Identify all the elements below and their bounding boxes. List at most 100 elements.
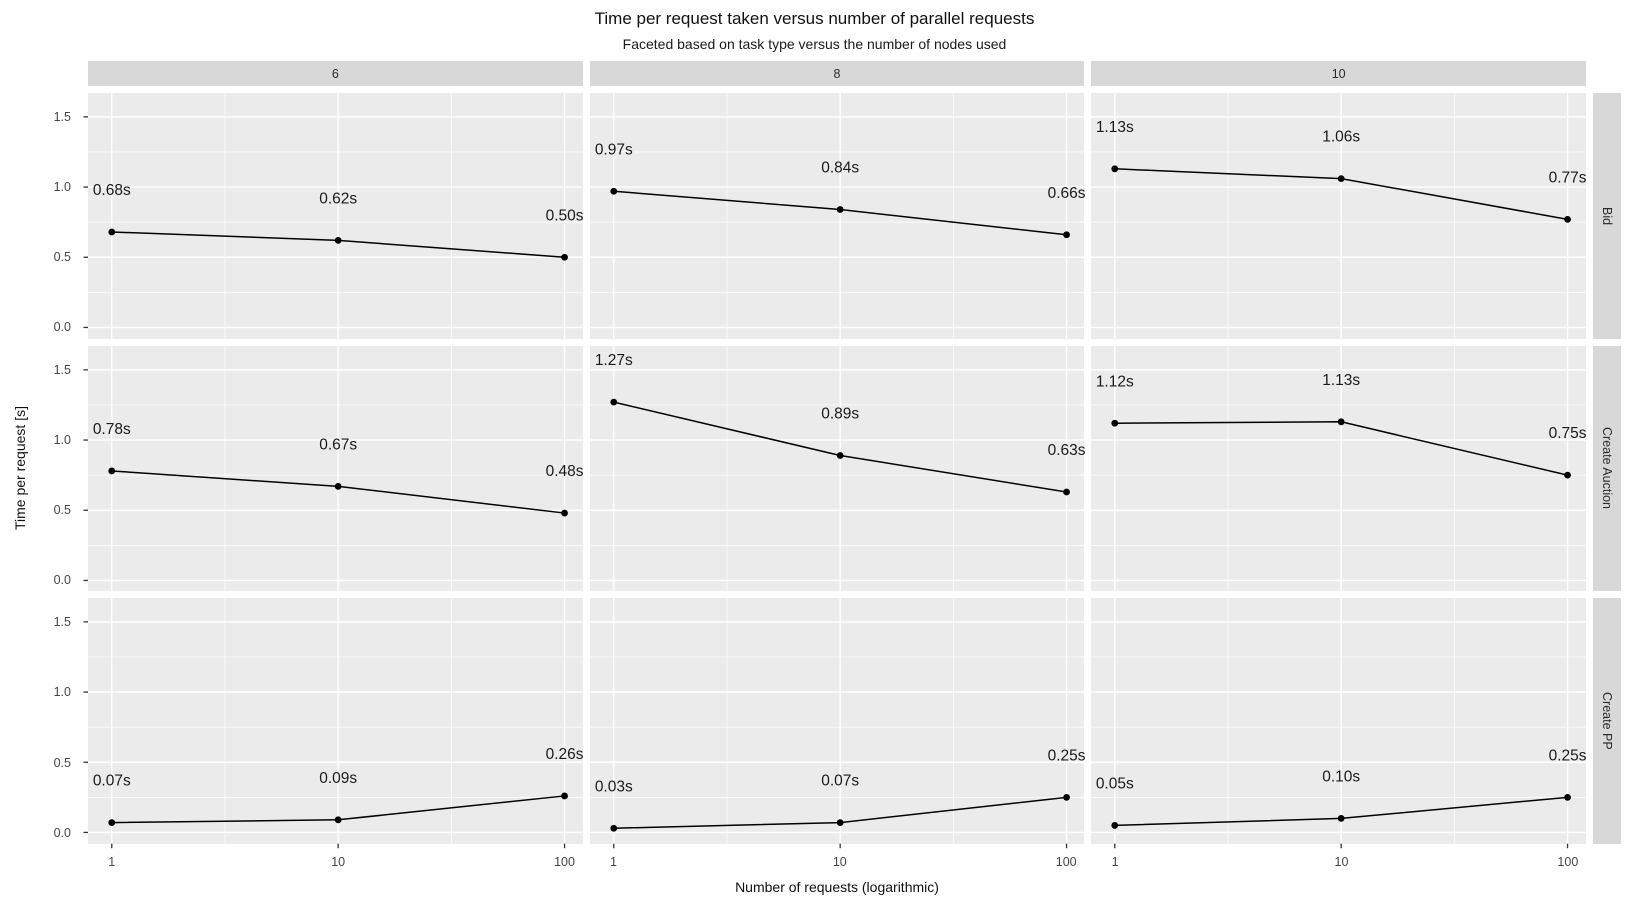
facet-column-strip-6: 6: [88, 61, 583, 86]
y-tick-label: 1.0: [53, 180, 71, 195]
data-point-label: 0.89s: [821, 405, 859, 422]
x-tick-label: 1: [108, 855, 116, 869]
data-point-label: 0.63s: [1047, 442, 1085, 459]
data-point-label: 0.75s: [1549, 425, 1587, 442]
data-point: [561, 509, 568, 517]
data-point: [1062, 488, 1070, 496]
data-point-label: 1.12s: [1096, 373, 1134, 390]
facet-panel-create-pp-6: 0.07s 0.09s 0.26s: [83, 598, 584, 849]
chart-title: Time per request taken versus number of …: [594, 9, 1035, 28]
data-point: [334, 236, 342, 244]
data-point: [1338, 418, 1345, 425]
data-point-label: 0.67s: [319, 436, 357, 453]
x-axis-ticks: 1 10 100: [590, 851, 1085, 869]
facet-column-strip-10: 10: [1091, 61, 1586, 86]
data-point: [334, 816, 342, 824]
y-tick-label: 0.5: [53, 502, 71, 517]
facet-panel-bid-6: 0.68s 0.62s 0.50s: [83, 93, 584, 339]
data-point-label: 0.26s: [546, 746, 584, 763]
data-point: [1111, 822, 1119, 830]
x-tick-label: 10: [832, 855, 847, 869]
x-axis-title: Number of requests (logarithmic): [735, 879, 939, 895]
data-point-label: 0.77s: [1549, 169, 1587, 186]
facet-panel-bid-10: 1.13s 1.06s 0.77s: [1091, 93, 1587, 339]
data-point: [108, 819, 116, 827]
data-point: [836, 451, 844, 459]
data-point: [836, 819, 844, 827]
facet-panel-create-auction-10: 1.12s 1.13s 0.75s: [1091, 345, 1587, 592]
y-tick-label: 0.5: [53, 250, 71, 265]
data-point-label: 0.97s: [594, 141, 632, 158]
x-tick-label: 100: [1557, 855, 1579, 869]
facet-panel-create-auction-8: 1.27s 0.89s 0.63s: [589, 345, 1085, 592]
x-axis-ticks: 1 10 100: [88, 851, 583, 869]
facet-panel-create-pp-10: 0.05s 0.10s 0.25s: [1091, 598, 1587, 849]
data-point: [334, 482, 342, 490]
facet-panel-bid-8: 0.97s 0.84s 0.66s: [589, 93, 1085, 339]
data-point-label: 0.68s: [93, 182, 131, 199]
data-point-label: 0.66s: [1047, 185, 1085, 202]
data-point-label: 1.27s: [594, 352, 632, 369]
x-tick-label: 100: [1055, 855, 1077, 869]
y-axis-ticks: 0.0 0.5 1.0 1.5: [39, 598, 81, 844]
data-point-label: 1.13s: [1096, 119, 1134, 136]
data-point-label: 0.05s: [1096, 776, 1134, 793]
y-tick-label: 1.0: [53, 432, 71, 447]
data-point-label: 0.25s: [1047, 748, 1085, 765]
data-point-label: 0.50s: [546, 207, 584, 224]
y-tick-label: 0.5: [53, 755, 71, 770]
data-point: [561, 253, 568, 261]
facet-panel-create-auction-6: 0.78s 0.67s 0.48s: [83, 345, 584, 592]
data-point: [108, 228, 116, 236]
data-point-label: 0.78s: [93, 421, 131, 438]
x-tick-label: 10: [331, 855, 346, 869]
x-tick-label: 1: [1111, 855, 1119, 869]
data-point-label: 0.09s: [319, 770, 357, 787]
data-point: [1062, 231, 1070, 239]
facet-row-strip-create-pp: Create PP: [1592, 598, 1621, 844]
y-axis-ticks: 0.0 0.5 1.0 1.5: [39, 346, 81, 592]
facet-row-strip-bid: Bid: [1592, 93, 1621, 339]
facet-row-strip-create-auction: Create Auction: [1592, 345, 1621, 592]
data-point: [1111, 419, 1119, 427]
chart-subtitle: Faceted based on task type versus the nu…: [622, 36, 1007, 52]
data-point: [1062, 794, 1070, 802]
data-point: [610, 398, 617, 406]
data-point-label: 0.07s: [821, 773, 859, 790]
x-tick-label: 100: [554, 855, 575, 869]
data-point: [1338, 175, 1345, 183]
x-tick-label: 10: [1334, 855, 1349, 869]
y-axis-title: Time per request [s]: [12, 406, 28, 531]
data-point-label: 0.03s: [594, 779, 632, 796]
data-point: [1564, 471, 1572, 479]
y-axis-ticks: 0.0 0.5 1.0 1.5: [39, 93, 81, 339]
y-tick-label: 0.0: [53, 825, 71, 840]
data-point: [610, 187, 617, 195]
data-point: [836, 206, 844, 213]
data-point-label: 0.25s: [1549, 748, 1587, 765]
data-point: [1111, 165, 1119, 173]
plot-grid: Time per request [s] Number of requests …: [8, 61, 1621, 900]
data-point: [1564, 794, 1572, 802]
data-point-label: 1.13s: [1323, 372, 1361, 389]
y-tick-label: 1.0: [53, 685, 71, 700]
y-tick-label: 1.5: [53, 615, 71, 630]
data-point-label: 0.10s: [1323, 769, 1361, 786]
x-axis-ticks: 1 10 100: [1091, 851, 1586, 869]
data-point-label: 0.62s: [319, 190, 357, 207]
data-point: [1338, 815, 1345, 823]
facet-panel-create-pp-8: 0.03s 0.07s 0.25s: [589, 598, 1085, 849]
y-tick-label: 1.5: [53, 109, 71, 124]
data-point-label: 0.48s: [546, 463, 584, 480]
data-point-label: 0.07s: [93, 773, 131, 790]
x-tick-label: 1: [609, 855, 617, 869]
data-point: [610, 825, 617, 832]
y-tick-label: 1.5: [53, 362, 71, 377]
data-point: [561, 792, 568, 800]
data-point-label: 0.84s: [821, 160, 859, 177]
facet-column-strip-8: 8: [589, 61, 1085, 86]
y-tick-label: 0.0: [53, 320, 71, 335]
data-point-label: 1.06s: [1323, 129, 1361, 146]
data-point: [108, 467, 116, 474]
